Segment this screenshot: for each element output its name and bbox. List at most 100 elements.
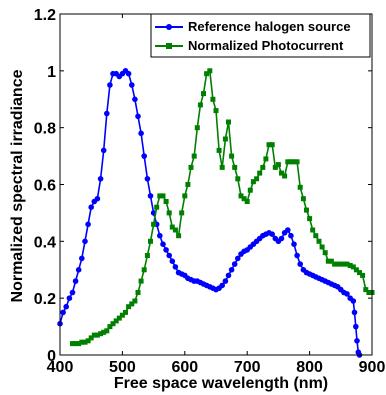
- series-0-point: [288, 232, 294, 239]
- series-1-point: [241, 196, 247, 202]
- series-1-point: [201, 91, 206, 97]
- series-1-point: [269, 142, 275, 148]
- series-0-point: [172, 264, 179, 270]
- series-1-point: [332, 261, 338, 267]
- series-1-point: [116, 315, 122, 321]
- series-1-point: [229, 153, 235, 159]
- y-tick-label: 0.2: [34, 291, 56, 308]
- series-0-point: [88, 204, 94, 210]
- series-1-point: [341, 261, 347, 267]
- series-0-point: [235, 255, 241, 262]
- series-0-point: [60, 309, 66, 316]
- series-0-point: [94, 195, 101, 202]
- series-0-point: [269, 231, 276, 237]
- series-1-point: [88, 335, 94, 341]
- series-1-point: [366, 290, 372, 295]
- series-0-point: [163, 247, 169, 253]
- y-tick-label: 1: [47, 64, 56, 81]
- series-0-point: [219, 282, 225, 289]
- legend-marker-reference: [166, 24, 172, 30]
- series-1-point: [141, 267, 147, 273]
- y-tick-label: 1.2: [34, 7, 56, 24]
- series-1-point: [197, 102, 203, 108]
- series-1-point: [282, 173, 288, 179]
- series-1-point: [126, 304, 132, 310]
- series-1-point: [297, 184, 303, 190]
- series-1-point: [219, 164, 225, 170]
- series-1-point: [357, 270, 362, 276]
- series-0-point: [72, 278, 79, 284]
- series-0-point: [104, 110, 110, 117]
- series-1-point: [79, 339, 85, 345]
- series-1-point: [322, 250, 328, 256]
- series-1-point: [160, 193, 166, 199]
- series-1-point: [291, 159, 297, 165]
- series-1-point: [353, 267, 359, 273]
- x-tick-label: 500: [109, 359, 136, 376]
- series-1-point: [325, 258, 331, 264]
- series-1-point: [235, 176, 241, 182]
- series-0-point: [125, 70, 132, 77]
- y-tick-label: 0.6: [34, 178, 56, 195]
- series-0-point: [135, 113, 141, 120]
- series-1-point: [347, 263, 353, 268]
- series-1-point: [207, 68, 213, 74]
- axes: 400 500 600 700 800 900 0 0.2 0.4 0.6 0.8 1 1.2: [34, 7, 386, 376]
- series-1-point: [182, 193, 188, 199]
- series-0-point: [297, 261, 304, 267]
- series-0-point: [79, 255, 85, 262]
- series-1-point: [226, 119, 231, 125]
- series-1-point: [310, 227, 316, 233]
- series-1-point: [179, 210, 185, 216]
- series-1-point: [247, 187, 253, 193]
- x-tick-label: 600: [171, 359, 198, 376]
- legend: Reference halogen source Normalized Phot…: [150, 13, 371, 58]
- series-1-point: [288, 159, 294, 165]
- plot-area: [57, 68, 375, 358]
- series-1-point: [279, 170, 284, 176]
- series-1-point: [304, 207, 309, 213]
- series-1-point: [91, 332, 97, 338]
- y-tick-label: 0.8: [34, 121, 56, 138]
- series-1-point: [132, 298, 138, 304]
- series-1-point: [350, 264, 356, 270]
- series-0-point: [66, 295, 73, 302]
- series-1-point: [307, 216, 313, 222]
- series-1-point: [113, 318, 119, 324]
- series-0-point: [353, 323, 359, 330]
- series-0-point: [97, 176, 104, 182]
- series-1-point: [363, 287, 369, 293]
- series-1-point: [194, 125, 200, 131]
- x-tick-label: 400: [47, 359, 74, 376]
- series-0-point: [225, 272, 232, 279]
- series-1-point: [151, 221, 157, 227]
- y-axis-label: Normalized spectral irradiance: [9, 69, 26, 302]
- series-1-point: [107, 324, 113, 330]
- series-0-point: [294, 252, 300, 259]
- series-1-point: [232, 164, 238, 170]
- series-1-point: [98, 331, 104, 337]
- series-1-point: [210, 96, 216, 102]
- series-1-point: [222, 136, 228, 142]
- series-0-point: [100, 147, 107, 154]
- series-0-point: [132, 96, 138, 103]
- series-0-point: [354, 338, 360, 344]
- legend-label-photocurrent: Normalized Photocurrent: [188, 38, 344, 53]
- series-1-point: [119, 312, 125, 318]
- series-1-point: [110, 321, 116, 327]
- series-1-point: [144, 253, 150, 258]
- series-0-point: [141, 153, 147, 159]
- series-1-point: [275, 162, 281, 168]
- series-1-point: [157, 193, 163, 199]
- series-1-point: [85, 338, 91, 344]
- series-1-point: [300, 196, 306, 202]
- series-1-point: [169, 224, 175, 230]
- series-0-point: [144, 176, 151, 182]
- series-1-point: [266, 142, 272, 148]
- series-1-point: [319, 244, 325, 250]
- series-0-point: [166, 252, 172, 259]
- series-0-point: [291, 241, 297, 247]
- series-0-point: [285, 227, 291, 233]
- series-1-point: [104, 328, 110, 334]
